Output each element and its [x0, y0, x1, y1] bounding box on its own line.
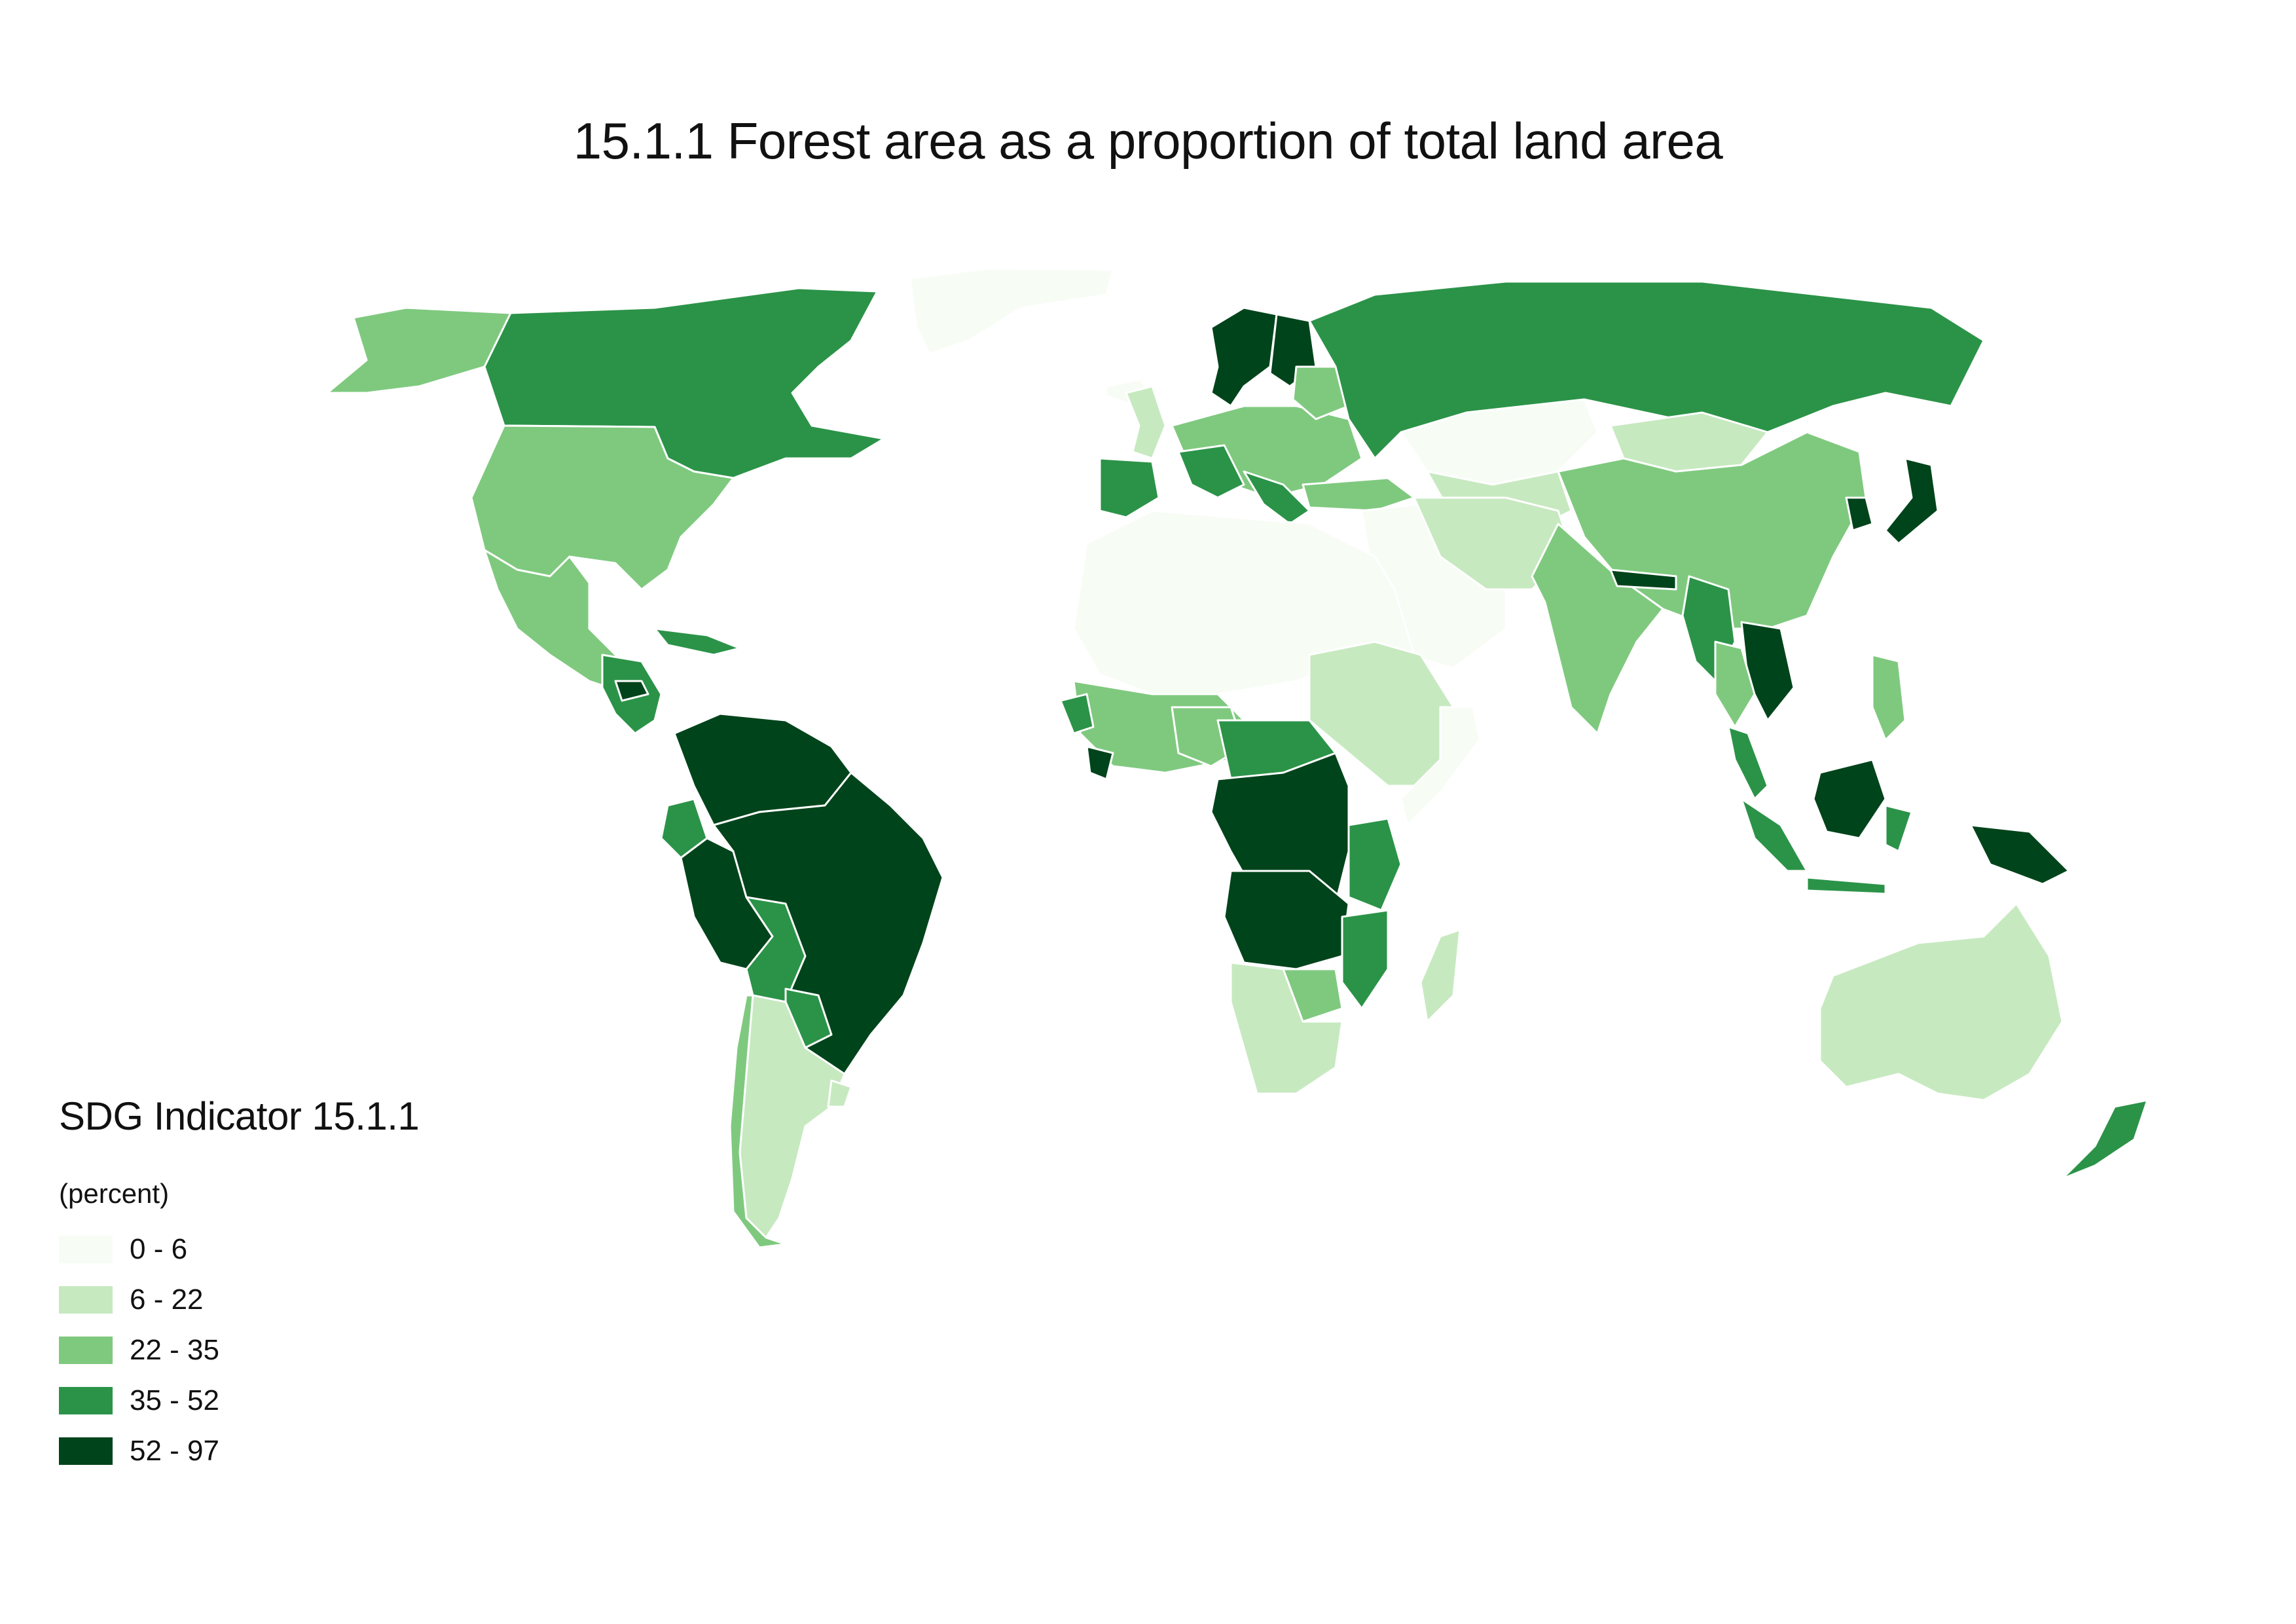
- mexico-region: [483, 549, 630, 695]
- legend: SDG Indicator 15.1.1 (percent) 0 - 6 6 -…: [59, 1094, 420, 1476]
- legend-label: 22 - 35: [130, 1333, 219, 1366]
- chile-region: [729, 994, 787, 1249]
- madagascar-region: [1419, 929, 1461, 1023]
- korea-region: [1845, 496, 1874, 532]
- somalia-region: [1400, 706, 1481, 826]
- sweden-norway-region: [1210, 306, 1278, 407]
- baltics-region: [1292, 365, 1350, 420]
- liberia-region: [1085, 745, 1114, 781]
- angola-zambia-region: [1223, 870, 1350, 970]
- new-zealand-region: [2061, 1099, 2149, 1180]
- mozambique-region: [1341, 909, 1389, 1010]
- new-guinea-region: [1969, 824, 2070, 885]
- page-title: 15.1.1 Forest area as a proportion of to…: [573, 112, 1723, 170]
- tanzania-region: [1347, 817, 1402, 912]
- guinea-coast-region: [1059, 693, 1095, 735]
- java-region: [1806, 876, 1887, 895]
- legend-label: 0 - 6: [130, 1232, 188, 1265]
- greenland-region: [909, 267, 1114, 355]
- russia-region: [1308, 280, 1985, 460]
- uk-region: [1125, 385, 1167, 460]
- legend-swatch: [59, 1437, 113, 1465]
- legend-label: 6 - 22: [130, 1283, 204, 1316]
- sulawesi-region: [1884, 804, 1913, 853]
- philippines-region: [1871, 654, 1906, 741]
- france-central-region: [1177, 444, 1245, 499]
- legend-title: SDG Indicator 15.1.1: [59, 1094, 420, 1138]
- legend-item-2: 22 - 35: [59, 1325, 419, 1375]
- uruguay-region: [827, 1079, 852, 1108]
- southern-africa-region: [1230, 961, 1343, 1095]
- legend-item-3: 35 - 52: [59, 1375, 419, 1426]
- alaska-region: [326, 306, 525, 394]
- legend-item-4: 52 - 97: [59, 1426, 419, 1476]
- australia-region: [1819, 902, 2064, 1101]
- legend-swatch: [59, 1285, 113, 1314]
- italy-balkans-region: [1243, 470, 1311, 525]
- nepal-bhutan-region: [1609, 568, 1677, 591]
- japan-region: [1884, 457, 1939, 545]
- legend-swatch: [59, 1386, 113, 1414]
- legend-label: 52 - 97: [130, 1434, 219, 1467]
- turkey-region: [1302, 477, 1415, 512]
- borneo-region: [1812, 758, 1887, 840]
- legend-swatch: [59, 1336, 113, 1364]
- honduras-region: [614, 680, 649, 702]
- legend-item-0: 0 - 6: [59, 1224, 419, 1274]
- iberia-region: [1099, 457, 1160, 519]
- legend-label: 35 - 52: [130, 1384, 219, 1416]
- thailand-region: [1714, 640, 1756, 728]
- sumatra-region: [1740, 798, 1808, 872]
- laos-vietnam-region: [1740, 621, 1795, 722]
- caribbean-region: [653, 627, 741, 656]
- legend-swatch: [59, 1235, 113, 1263]
- malay-peninsula-region: [1727, 726, 1769, 800]
- india-region: [1531, 523, 1664, 735]
- legend-unit: (percent): [59, 1178, 170, 1209]
- legend-item-1: 6 - 22: [59, 1274, 419, 1325]
